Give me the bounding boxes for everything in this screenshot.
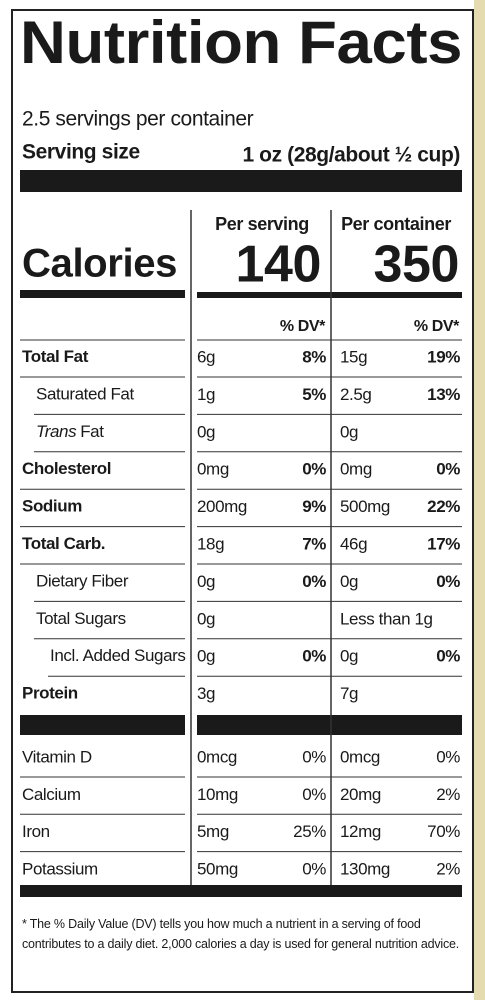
nutrient-name-text: Sodium: [22, 497, 82, 516]
nutrient-name-text: Dietary Fiber: [36, 572, 129, 591]
amount: 12mg: [340, 822, 381, 841]
nutrient-name-text: Total Sugars: [36, 609, 126, 628]
daily-value: 7%: [302, 534, 326, 553]
daily-value: 2%: [436, 859, 460, 878]
nutrient-name: Sodium: [22, 497, 82, 516]
daily-value: 0%: [302, 647, 326, 666]
amount: 0mg: [197, 460, 229, 479]
servings: 2.5 servings per container: [22, 108, 254, 131]
amount: 0mcg: [197, 747, 237, 766]
vitamin-name: Vitamin D: [22, 747, 92, 766]
nutrient-name-text: Total Carb.: [22, 534, 105, 553]
amount: 0g: [340, 647, 358, 666]
serving-size-label: Serving size: [22, 141, 140, 164]
medium-rule: [197, 292, 462, 298]
amount: 7g: [340, 684, 358, 703]
serving-size-value: 1 oz (28g/about ½ cup): [242, 144, 460, 167]
daily-value: 19%: [427, 347, 460, 366]
daily-value: 25%: [293, 822, 326, 841]
vitamin-name: Iron: [22, 822, 50, 841]
nutrient-name-text: Saturated Fat: [36, 385, 134, 404]
daily-value: 0%: [302, 785, 326, 804]
daily-value: 0%: [436, 572, 460, 591]
daily-value: 0%: [436, 647, 460, 666]
amount: 0g: [197, 572, 215, 591]
edge: [474, 0, 485, 1000]
nutrient-name-text: Incl. Added Sugars: [50, 647, 186, 666]
amount: 1g: [197, 385, 215, 404]
amount: 200mg: [197, 497, 247, 516]
amount: 10mg: [197, 785, 238, 804]
amount: 0mg: [340, 460, 372, 479]
amount: 0g: [197, 422, 215, 441]
amount: 46g: [340, 534, 367, 553]
daily-value: 70%: [427, 822, 460, 841]
nutrient-name-text: Cholesterol: [22, 460, 111, 479]
dv-header: % DV*: [280, 318, 326, 335]
amount: 2.5g: [340, 385, 372, 404]
amount: 0mcg: [340, 747, 380, 766]
calories-value: 350: [373, 236, 459, 294]
dv-header: % DV*: [414, 318, 460, 335]
nutrient-name-text: Fat: [80, 422, 104, 441]
daily-value: 22%: [427, 497, 460, 516]
daily-value: 0%: [302, 460, 326, 479]
daily-value: 0%: [302, 859, 326, 878]
amount: 6g: [197, 347, 215, 366]
nutrient-name: Protein: [22, 684, 78, 703]
title: Nutrition Facts: [20, 9, 462, 76]
nutrient-name: Total Fat: [22, 347, 89, 366]
amount: 15g: [340, 347, 367, 366]
daily-value: 5%: [302, 385, 326, 404]
amount: 0g: [197, 647, 215, 666]
col-header: Per serving: [215, 214, 309, 234]
thick-rule: [197, 715, 462, 735]
thick-rule: [20, 715, 185, 735]
amount: 130mg: [340, 859, 390, 878]
daily-value: 0%: [436, 747, 460, 766]
nutrient-name-italic: Trans: [36, 422, 77, 441]
daily-value: 8%: [302, 347, 326, 366]
thick-rule: [20, 885, 462, 897]
nutrient-name: Cholesterol: [22, 460, 111, 479]
calories-value: 140: [235, 236, 321, 294]
amount: 0g: [197, 609, 215, 628]
daily-value: 9%: [302, 497, 326, 516]
amount: 50mg: [197, 859, 238, 878]
col-header: Per container: [341, 214, 451, 234]
medium-rule: [20, 290, 185, 298]
nutrient-name: Saturated Fat: [36, 385, 134, 404]
amount: 5mg: [197, 822, 229, 841]
vitamin-name: Calcium: [22, 785, 81, 804]
footnote: * The % Daily Value (DV) tells you how m…: [22, 917, 460, 951]
amount: Less than 1g: [340, 609, 433, 628]
thick-rule: [20, 170, 462, 192]
amount: 3g: [197, 684, 215, 703]
daily-value: 0%: [436, 460, 460, 479]
daily-value: 17%: [427, 534, 460, 553]
nutrient-name-text: Protein: [22, 684, 78, 703]
nutrient-name: Total Sugars: [36, 609, 126, 628]
amount: 500mg: [340, 497, 390, 516]
amount: 0g: [340, 572, 358, 591]
daily-value: 0%: [302, 572, 326, 591]
vitamin-name: Potassium: [22, 859, 98, 878]
daily-value: 0%: [302, 747, 326, 766]
daily-value: 2%: [436, 785, 460, 804]
nutrient-name-text: Total Fat: [22, 347, 89, 366]
nutrient-name: Trans Fat: [36, 422, 104, 441]
calories-label: Calories: [22, 242, 177, 286]
nutrient-name: Total Carb.: [22, 534, 105, 553]
daily-value: 13%: [427, 385, 460, 404]
amount: 0g: [340, 422, 358, 441]
amount: 20mg: [340, 785, 381, 804]
amount: 18g: [197, 534, 224, 553]
nutrient-name: Dietary Fiber: [36, 572, 129, 591]
nutrient-name: Incl. Added Sugars: [50, 647, 186, 666]
